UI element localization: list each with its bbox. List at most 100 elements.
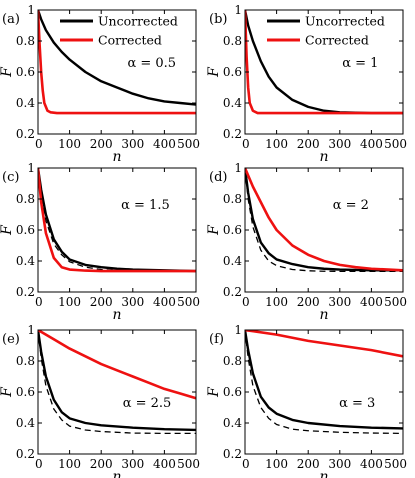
y-tick-label: 0.4 (16, 254, 35, 268)
dashed-series-line (245, 168, 403, 273)
x-tick-label: 0 (242, 457, 250, 471)
x-tick-label: 400 (360, 295, 383, 309)
x-tick-label: 300 (328, 137, 351, 151)
panel-e: 0 100 200 300 400 500 0.2 0.4 0.6 0.8 1 n F (e) α = 2.… (0, 323, 200, 478)
alpha-annotation: α = 3 (339, 396, 375, 411)
x-axis-label: n (319, 307, 328, 323)
y-tick-label: 1 (27, 161, 35, 175)
uncorrected-series-line (38, 10, 196, 106)
x-tick-label: 0 (242, 295, 250, 309)
x-tick-label: 100 (58, 295, 81, 309)
panel-label: (c) (2, 170, 19, 185)
x-tick-label: 500 (177, 295, 200, 309)
x-tick-label: 400 (360, 457, 383, 471)
panel-label: (f) (209, 332, 224, 347)
x-tick-label: 300 (328, 457, 351, 471)
x-tick-label: 200 (90, 137, 113, 151)
panel-c: 0 100 200 300 400 500 0.2 0.4 0.6 0.8 1 n F (c) α = 1.… (0, 161, 200, 323)
y-tick-label: 0.4 (223, 416, 242, 430)
y-tick-label: 1 (234, 323, 242, 337)
x-tick-label: 100 (265, 137, 288, 151)
dashed-series-line (38, 330, 196, 435)
x-tick-label: 500 (384, 137, 407, 151)
x-tick-label: 400 (153, 457, 176, 471)
y-tick-label: 0.2 (223, 447, 242, 461)
x-tick-label: 200 (90, 457, 113, 471)
panel-d: 0 100 200 300 400 500 0.2 0.4 0.6 0.8 1 n F (d) α = 2 (206, 161, 407, 323)
panel-b: 0 100 200 300 400 500 0.2 0.4 0.6 0.8 1 n F (b) α = 1 U… (206, 3, 407, 165)
panel-f: 0 100 200 300 400 500 0.2 0.4 0.6 0.8 1 n F (f) α = 3 (206, 323, 407, 478)
x-axis-label: n (112, 149, 121, 165)
plot-frame (37, 167, 197, 293)
x-tick-label: 200 (297, 137, 320, 151)
x-tick-label: 100 (58, 137, 81, 151)
x-tick-label: 500 (177, 457, 200, 471)
x-tick-label: 0 (242, 137, 250, 151)
black-series-line (38, 330, 196, 432)
y-tick-label: 0.4 (16, 416, 35, 430)
legend-entry: Uncorrected (305, 14, 385, 29)
legend-entry: Uncorrected (98, 14, 178, 29)
y-tick-label: 0.6 (223, 385, 242, 399)
x-tick-label: 100 (265, 295, 288, 309)
y-tick-label: 0.8 (223, 354, 242, 368)
red-series-line (245, 330, 403, 358)
legend: Uncorrected Corrected (60, 14, 178, 48)
y-tick-label: 0.6 (16, 65, 35, 79)
y-tick-label: 0.8 (223, 34, 242, 48)
y-tick-label: 1 (27, 3, 35, 17)
x-tick-label: 200 (90, 295, 113, 309)
plot-frame (244, 9, 404, 135)
black-series-line (245, 168, 403, 272)
y-tick-label: 0.6 (223, 65, 242, 79)
x-tick-label: 300 (328, 295, 351, 309)
black-series-line (38, 168, 196, 273)
y-tick-label: 0.6 (16, 385, 35, 399)
red-series-line (245, 168, 403, 272)
alpha-annotation: α = 1.5 (121, 198, 170, 213)
x-axis-label: n (319, 469, 328, 478)
panel-label: (e) (2, 332, 20, 347)
corrected-series-line (245, 10, 403, 115)
legend-entry: Corrected (98, 33, 162, 48)
y-tick-label: 0.8 (16, 34, 35, 48)
x-tick-label: 500 (177, 137, 200, 151)
y-tick-label: 0.2 (16, 285, 35, 299)
x-tick-label: 0 (35, 457, 43, 471)
plot-frame (244, 167, 404, 293)
alpha-annotation: α = 0.5 (127, 56, 176, 71)
y-axis-label: F (0, 66, 15, 78)
x-tick-label: 100 (58, 457, 81, 471)
x-tick-label: 400 (153, 295, 176, 309)
y-tick-label: 0.2 (223, 127, 242, 141)
y-tick-label: 0.8 (223, 192, 242, 206)
x-tick-label: 400 (153, 137, 176, 151)
y-tick-label: 1 (234, 3, 242, 17)
legend-entry: Corrected (305, 33, 369, 48)
x-axis-label: n (112, 469, 121, 478)
panel-label: (d) (209, 170, 227, 185)
x-tick-label: 100 (265, 457, 288, 471)
plot-frame (37, 9, 197, 135)
x-axis-label: n (112, 307, 121, 323)
alpha-annotation: α = 2 (333, 198, 369, 213)
y-tick-label: 1 (27, 323, 35, 337)
red-series-line (38, 168, 196, 273)
x-tick-label: 200 (297, 295, 320, 309)
y-tick-label: 0.2 (223, 285, 242, 299)
x-tick-label: 0 (35, 137, 43, 151)
y-tick-label: 0.8 (16, 354, 35, 368)
y-tick-label: 0.2 (16, 447, 35, 461)
x-tick-label: 300 (121, 457, 144, 471)
alpha-annotation: α = 1 (342, 56, 378, 71)
y-axis-label: F (206, 224, 222, 236)
x-tick-label: 200 (297, 457, 320, 471)
panel-a: 0 100 200 300 400 500 0.2 0.4 0.6 0.8 1 n F (a) α = 0.… (0, 3, 200, 165)
legend: Uncorrected Corrected (267, 14, 385, 48)
x-tick-label: 300 (121, 295, 144, 309)
alpha-annotation: α = 2.5 (123, 396, 172, 411)
y-tick-label: 0.4 (16, 96, 35, 110)
x-tick-label: 0 (35, 295, 43, 309)
x-tick-label: 400 (360, 137, 383, 151)
